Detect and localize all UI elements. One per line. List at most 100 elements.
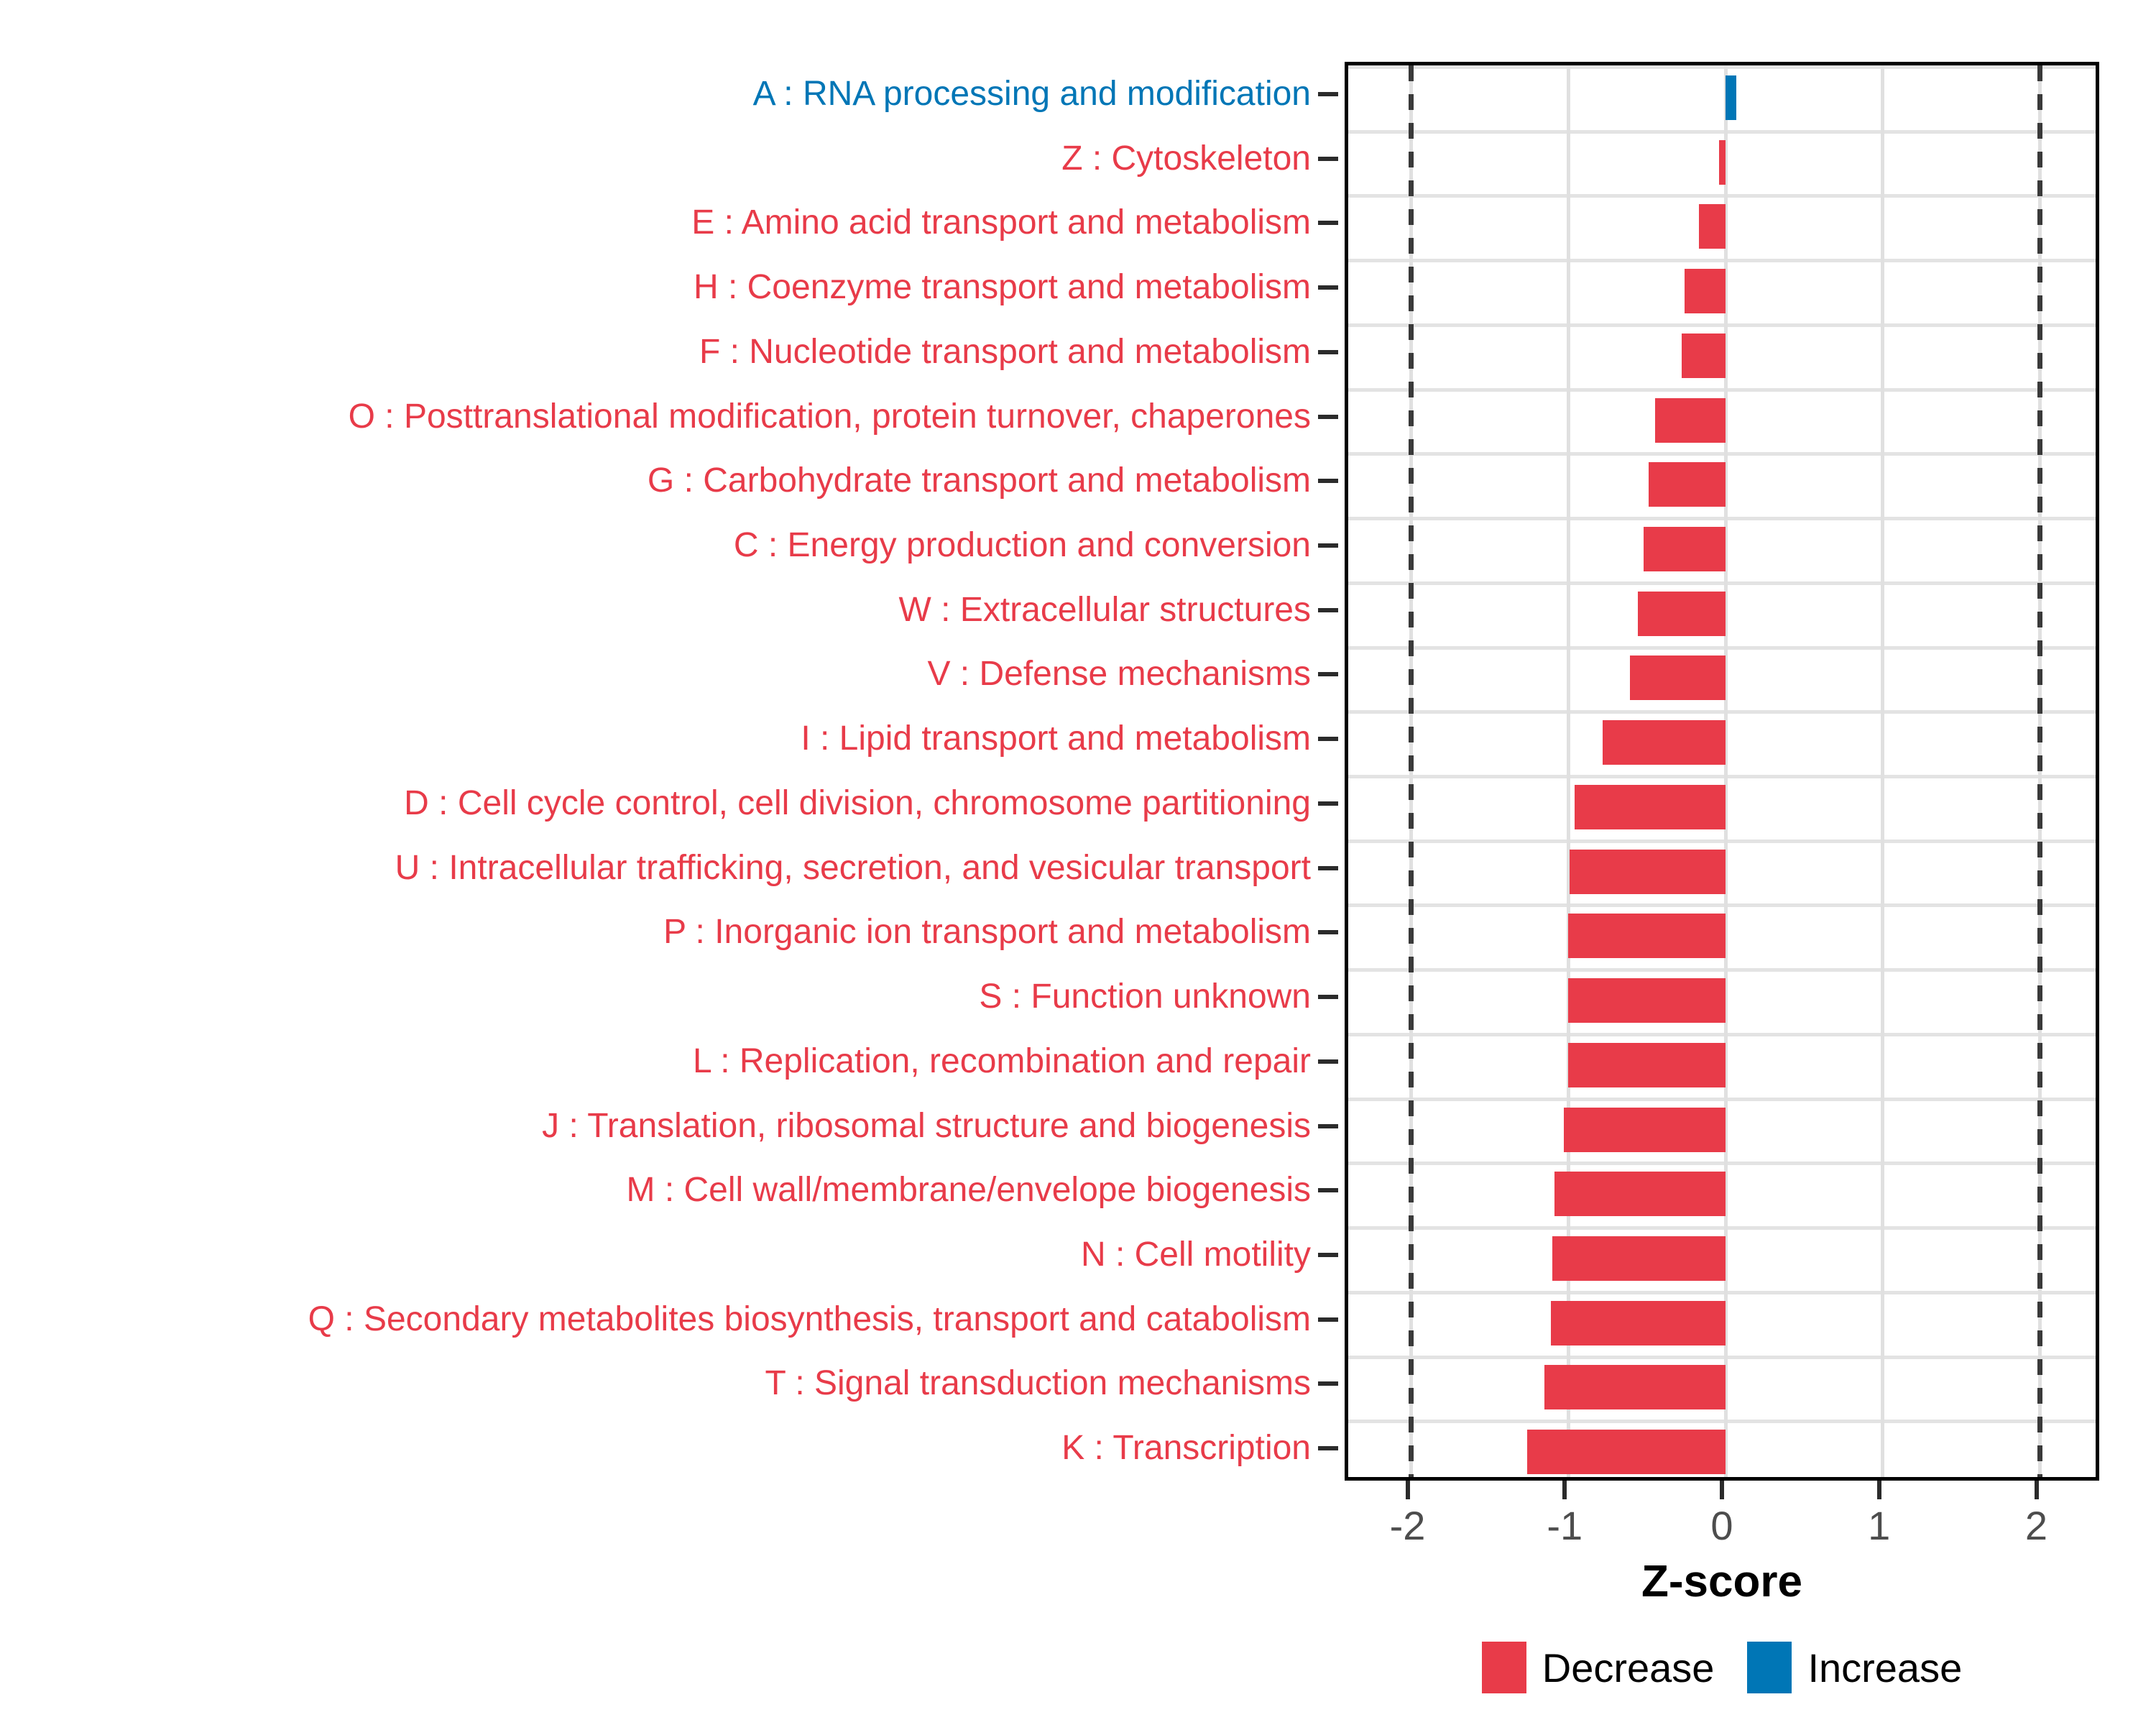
grid-line-horizontal (1348, 129, 2096, 134)
bar (1552, 1236, 1726, 1281)
y-axis-label: F : Nucleotide transport and metabolism (699, 332, 1311, 371)
bar (1568, 1042, 1726, 1087)
y-axis-tick (1318, 1446, 1338, 1451)
x-axis-tick (2034, 1481, 2039, 1499)
y-axis-tick (1318, 995, 1338, 1000)
y-axis-tick (1318, 1059, 1338, 1064)
bar (1563, 1107, 1726, 1152)
bar (1568, 978, 1726, 1024)
y-axis-label: T : Signal transduction mechanisms (765, 1364, 1311, 1403)
bar (1637, 591, 1726, 636)
y-axis-label: P : Inorganic ion transport and metaboli… (663, 913, 1311, 952)
plot-panel (1345, 62, 2099, 1481)
grid-line-horizontal (1348, 1290, 2096, 1294)
y-axis-label: N : Cell motility (1080, 1235, 1311, 1274)
y-axis-tick (1318, 865, 1338, 870)
bar (1554, 1172, 1726, 1217)
grid-line-horizontal (1348, 581, 2096, 585)
bar (1648, 462, 1726, 507)
x-axis-tick-label: 1 (1868, 1503, 1891, 1548)
y-axis-tick (1318, 1188, 1338, 1193)
y-axis-tick (1318, 414, 1338, 419)
y-axis-tick (1318, 1252, 1338, 1257)
y-axis-label: J : Translation, ribosomal structure and… (542, 1106, 1311, 1145)
y-axis-label: G : Carbohydrate transport and metabolis… (647, 461, 1311, 500)
x-axis-tick-label: 0 (1710, 1503, 1733, 1548)
legend-item: Decrease (1481, 1642, 1715, 1693)
y-axis-label: S : Function unknown (979, 978, 1311, 1016)
grid-line-horizontal (1348, 1162, 2096, 1166)
y-axis-tick (1318, 672, 1338, 677)
x-axis-tick (1405, 1481, 1410, 1499)
y-axis-label: U : Intracellular trafficking, secretion… (395, 848, 1311, 887)
bar (1698, 204, 1726, 249)
grid-line-horizontal (1348, 65, 2096, 69)
grid-line-vertical (1881, 65, 1885, 1477)
x-axis-tick (1876, 1481, 1881, 1499)
bar (1544, 1365, 1726, 1410)
y-axis-label: W : Extracellular structures (898, 590, 1311, 629)
y-axis-tick (1318, 1381, 1338, 1386)
bar (1570, 849, 1726, 894)
bar (1568, 914, 1726, 959)
bar (1551, 1300, 1726, 1346)
y-axis-label: A : RNA processing and modification (752, 74, 1311, 113)
x-axis-title: Z-score (1641, 1557, 1802, 1606)
y-axis-tick (1318, 91, 1338, 96)
y-axis-label: I : Lipid transport and metabolism (801, 719, 1311, 758)
grid-line-horizontal (1348, 1420, 2096, 1424)
grid-line-horizontal (1348, 775, 2096, 778)
y-axis-tick (1318, 1317, 1338, 1322)
grid-line-horizontal (1348, 1226, 2096, 1230)
reference-line-dashed (1409, 65, 1414, 1477)
grid-line-horizontal (1348, 194, 2096, 198)
bar (1681, 333, 1726, 378)
grid-line-vertical (1723, 65, 1728, 1477)
y-axis-label: C : Energy production and conversion (733, 525, 1311, 564)
bar (1575, 784, 1726, 829)
y-axis-label: D : Cell cycle control, cell division, c… (404, 783, 1311, 822)
y-axis-tick (1318, 607, 1338, 612)
grid-line-vertical (1566, 65, 1570, 1477)
grid-line-horizontal (1348, 259, 2096, 263)
x-axis-tick-label: -2 (1389, 1503, 1426, 1548)
y-axis-tick (1318, 801, 1338, 806)
x-axis-tick-label: 2 (2024, 1503, 2048, 1548)
y-axis-label: Q : Secondary metabolites biosynthesis, … (308, 1300, 1311, 1338)
y-axis-tick (1318, 479, 1338, 484)
y-axis-tick (1318, 930, 1338, 935)
grid-line-horizontal (1348, 839, 2096, 843)
grid-line-horizontal (1348, 903, 2096, 908)
grid-line-horizontal (1348, 1355, 2096, 1359)
x-axis-tick (1720, 1481, 1724, 1499)
y-axis-tick (1318, 737, 1338, 742)
y-axis-tick (1318, 221, 1338, 226)
y-axis-tick (1318, 1123, 1338, 1128)
x-axis-tick (1562, 1481, 1567, 1499)
grid-line-horizontal (1348, 1032, 2096, 1036)
bar (1726, 75, 1737, 120)
y-axis-label: L : Replication, recombination and repai… (692, 1041, 1311, 1080)
y-axis-label: V : Defense mechanisms (927, 655, 1311, 694)
x-axis-tick-label: -1 (1547, 1503, 1583, 1548)
grid-line-horizontal (1348, 645, 2096, 650)
bar (1527, 1430, 1726, 1475)
legend-item: Increase (1747, 1642, 1962, 1693)
bar (1685, 269, 1726, 314)
y-axis-category-labels: A : RNA processing and modification Z : C… (0, 62, 1338, 1481)
legend-label: Decrease (1542, 1644, 1715, 1690)
reference-line-dashed (2037, 65, 2042, 1477)
legend-color-swatch (1747, 1642, 1792, 1693)
y-axis-tick (1318, 543, 1338, 548)
legend-color-swatch (1481, 1642, 1526, 1693)
grid-line-horizontal (1348, 1097, 2096, 1101)
y-axis-label: O : Posttranslational modification, prot… (348, 397, 1311, 436)
y-axis-tick (1318, 285, 1338, 290)
y-axis-label: M : Cell wall/membrane/envelope biogenes… (626, 1171, 1311, 1210)
grid-line-horizontal (1348, 387, 2096, 392)
plot-area (1348, 65, 2096, 1477)
y-axis-label: H : Coenzyme transport and metabolism (693, 268, 1311, 307)
grid-line-horizontal (1348, 710, 2096, 714)
y-axis-tick (1318, 156, 1338, 161)
